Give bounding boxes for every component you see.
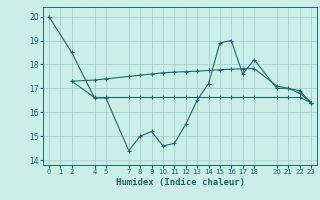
X-axis label: Humidex (Indice chaleur): Humidex (Indice chaleur) bbox=[116, 178, 244, 187]
